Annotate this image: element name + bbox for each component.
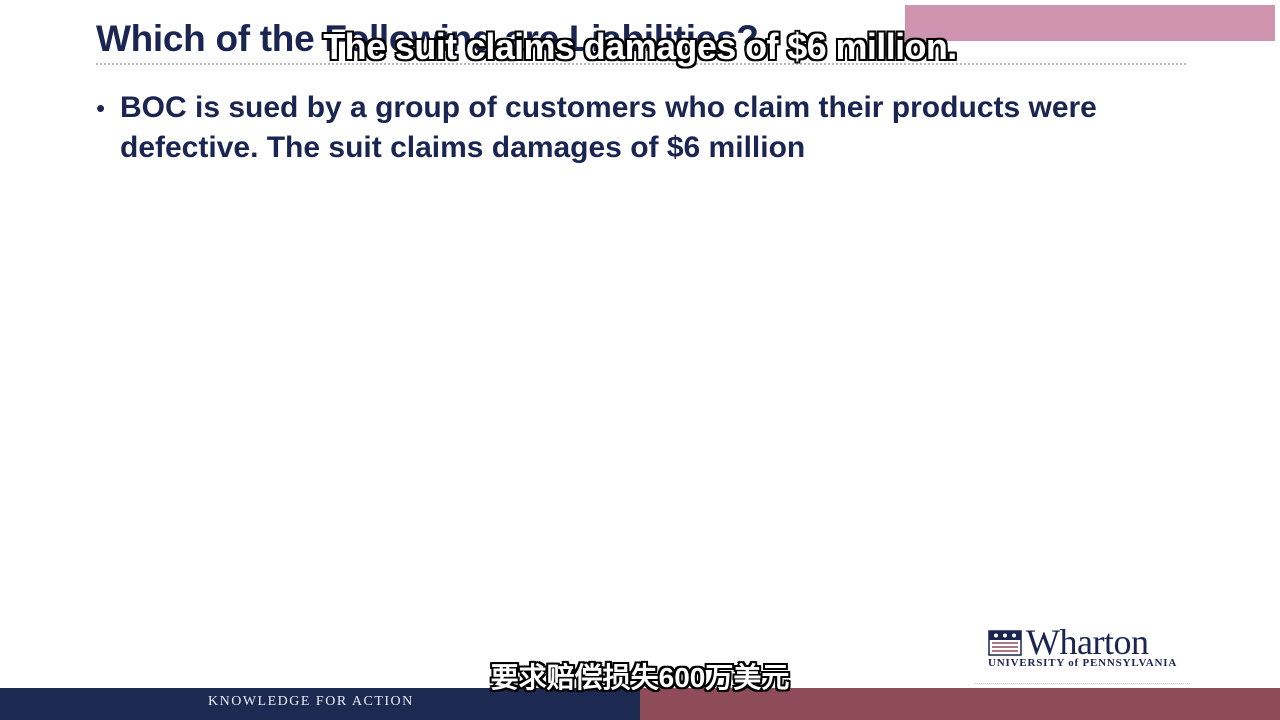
logo-wordmark: Wharton: [1026, 622, 1149, 662]
logo-subtitle: UNIVERSITY of PENNSYLVANIA: [988, 657, 1178, 669]
footer-bar-navy: [0, 688, 640, 720]
chinese-subtitle: 要求赔偿损失600万美元: [490, 662, 790, 693]
watermark-banner: [905, 5, 1275, 41]
english-subtitle-text: The suit claims damages of $6 million.: [323, 26, 957, 67]
list-item: • BOC is sued by a group of customers wh…: [96, 88, 1196, 168]
slide-title: Which of the Following are Liabilities?: [96, 18, 759, 59]
bullet-text: BOC is sued by a group of customers who …: [120, 91, 1097, 164]
bullet-dot-icon: •: [96, 93, 106, 123]
logo-divider: [975, 683, 1190, 684]
footer-bar-maroon: [640, 688, 1280, 720]
title-divider: [96, 63, 1186, 65]
wharton-logo: Wharton UNIVERSITY of PENNSYLVANIA: [988, 623, 1193, 675]
bullet-list: • BOC is sued by a group of customers wh…: [96, 88, 1196, 168]
footer-tagline: KNOWLEDGE FOR ACTION: [208, 694, 414, 709]
penn-shield-icon: [988, 630, 1022, 656]
english-subtitle: The suit claims damages of $6 million.: [0, 26, 1280, 68]
